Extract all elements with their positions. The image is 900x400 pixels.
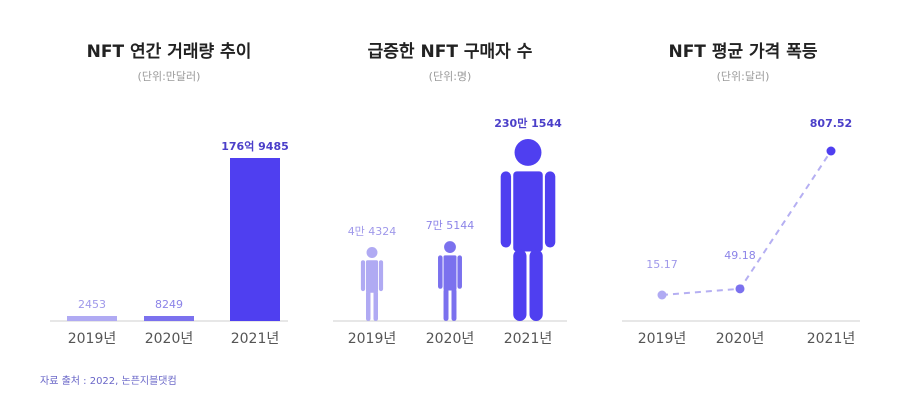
chart1-value-label: 8249: [155, 298, 183, 311]
chart1-bar: [67, 316, 117, 321]
person-icon: [360, 247, 384, 321]
chart3-marks: 15.17 2019년 49.18 2020년 807.52 2021년: [638, 117, 856, 347]
chart2-title: 급증한 NFT 구매자 수: [368, 42, 533, 62]
chart2-value-label: 4만 4324: [348, 225, 397, 238]
chart3-year-label: 2019년: [638, 331, 687, 347]
chart1-year-label: 2021년: [231, 331, 280, 347]
chart3-unit: (단위:달러): [717, 70, 770, 83]
chart3-value-label: 49.18: [724, 249, 756, 262]
person-icon: [438, 241, 462, 321]
chart3-year-label: 2021년: [807, 331, 856, 347]
chart1-value-label: 2453: [78, 298, 106, 311]
chart2-value-label: 230만 1544: [494, 116, 562, 130]
chart2-unit: (단위:명): [429, 70, 472, 83]
chart1-marks: 2453 2019년 8249 2020년 176억 9485 2021년: [67, 140, 289, 347]
chart3-value-label: 15.17: [646, 258, 678, 271]
chart1-year-label: 2020년: [145, 331, 194, 347]
chart2-value-label: 7만 5144: [426, 219, 475, 232]
chart3-point: [826, 146, 836, 156]
chart2-year-label: 2019년: [348, 331, 397, 347]
chart2-marks: 4만 4324 2019년 7만 5144 2020년 230만 1544 2021년: [348, 116, 562, 347]
chart3-series-line: [661, 150, 832, 296]
source-note: 자료 출처 : 2022, 논픈지블댓컴: [40, 375, 177, 387]
chart1-bar: [230, 158, 280, 321]
person-icon: [500, 139, 556, 321]
chart1-unit: (단위:만달러): [138, 70, 201, 83]
chart2-year-label: 2020년: [426, 331, 475, 347]
chart2-year-label: 2021년: [504, 331, 553, 347]
chart1-year-label: 2019년: [68, 331, 117, 347]
chart1-title: NFT 연간 거래량 추이: [87, 42, 252, 62]
chart3-value-label: 807.52: [810, 117, 852, 130]
chart1-value-label: 176억 9485: [221, 140, 289, 153]
chart3-year-label: 2020년: [716, 331, 765, 347]
chart3-point: [657, 290, 667, 300]
chart3-title: NFT 평균 가격 폭등: [668, 42, 817, 62]
chart3-point: [735, 284, 745, 294]
chart1-bar: [144, 316, 194, 321]
